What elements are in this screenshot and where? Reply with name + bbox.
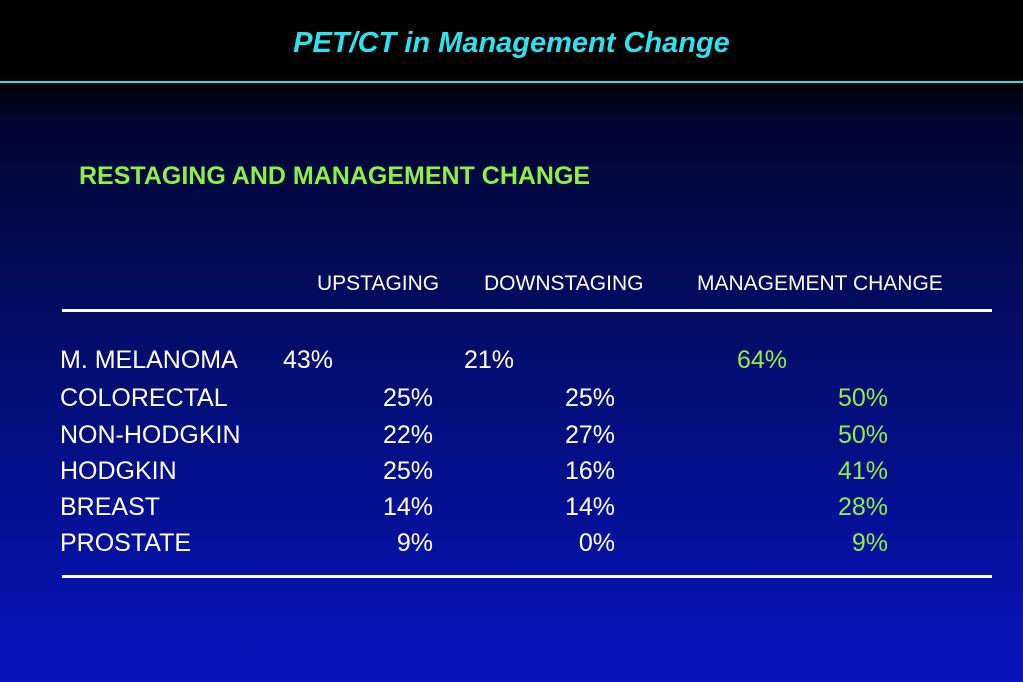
downstaging-value: 27% xyxy=(564,421,615,449)
downstaging-value: 16% xyxy=(564,457,615,485)
table-bottom-rule xyxy=(62,575,992,578)
title-divider xyxy=(0,81,1023,83)
upstaging-value: 43% xyxy=(283,346,334,374)
row-label: HODGKIN xyxy=(60,457,177,485)
section-heading: RESTAGING AND MANAGEMENT CHANGE xyxy=(79,162,591,190)
column-header-upstaging: UPSTAGING xyxy=(317,272,440,295)
upstaging-value: 25% xyxy=(382,457,433,485)
downstaging-value: 25% xyxy=(564,384,615,412)
management-change-value: 41% xyxy=(837,457,888,485)
management-change-value: 9% xyxy=(851,529,888,557)
downstaging-value: 21% xyxy=(464,346,515,374)
management-change-value: 50% xyxy=(837,421,888,449)
management-change-value: 28% xyxy=(837,493,888,521)
row-label: BREAST xyxy=(60,493,161,521)
column-header-management-change: MANAGEMENT CHANGE xyxy=(697,272,943,295)
upstaging-value: 9% xyxy=(396,529,433,557)
management-change-value: 64% xyxy=(737,346,788,374)
column-header-downstaging: DOWNSTAGING xyxy=(484,272,644,295)
upstaging-value: 25% xyxy=(382,384,433,412)
row-label: NON-HODGKIN xyxy=(60,421,241,449)
management-change-value: 50% xyxy=(837,384,888,412)
downstaging-value: 0% xyxy=(578,529,615,557)
slide-title: PET/CT in Management Change xyxy=(293,27,730,59)
row-label: COLORECTAL xyxy=(60,384,228,412)
downstaging-value: 14% xyxy=(564,493,615,521)
title-bar xyxy=(0,0,1023,82)
upstaging-value: 14% xyxy=(382,493,433,521)
row-label: M. MELANOMA xyxy=(60,346,238,374)
table-top-rule xyxy=(62,309,992,312)
upstaging-value: 22% xyxy=(382,421,433,449)
row-label: PROSTATE xyxy=(60,529,192,557)
